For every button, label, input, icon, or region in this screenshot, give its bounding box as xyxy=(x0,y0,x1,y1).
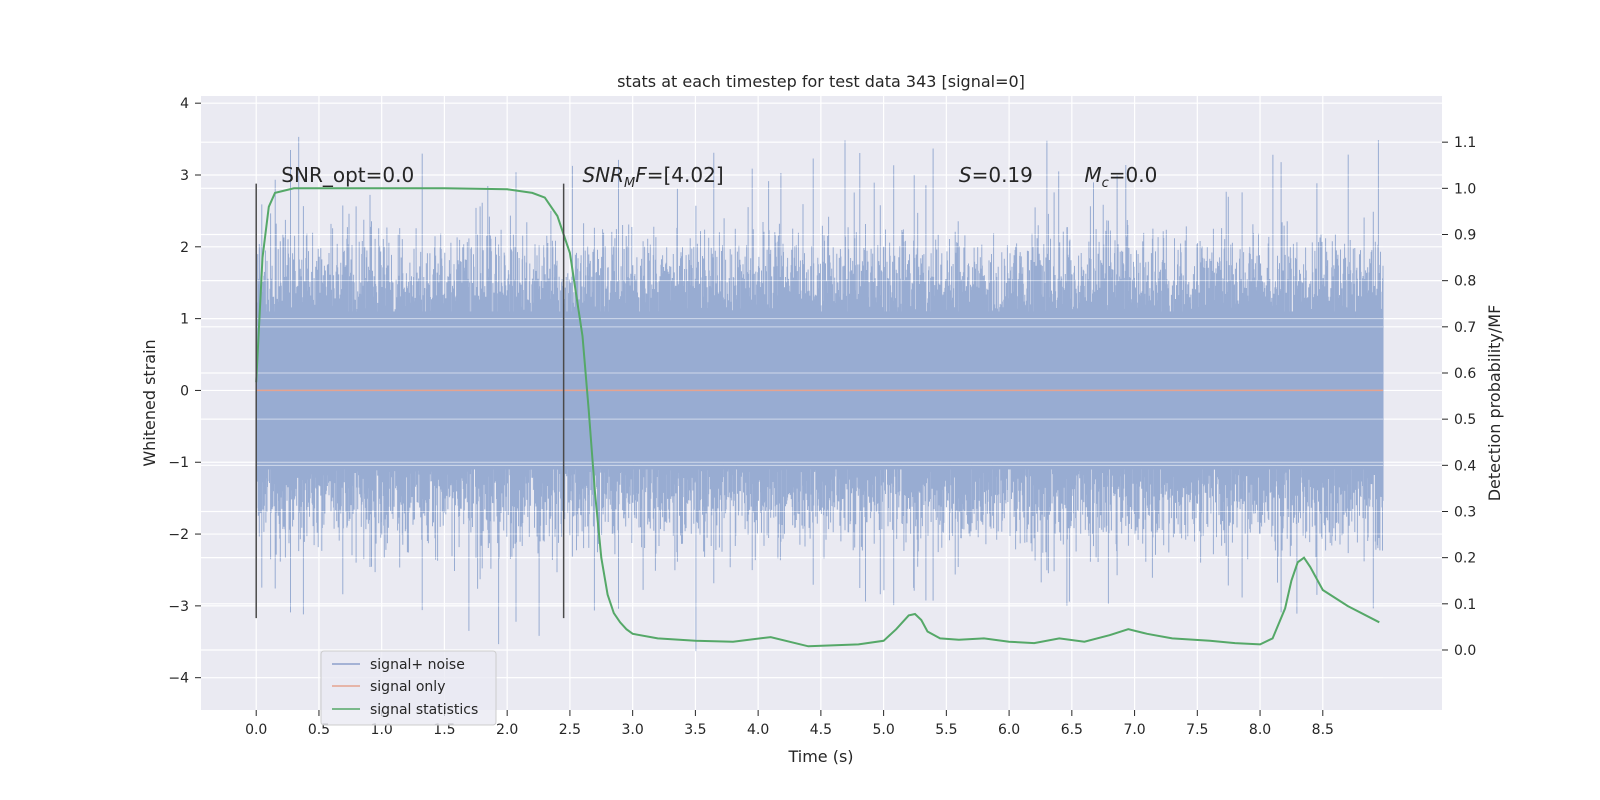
x-tick-label-8: 4.0 xyxy=(747,722,769,738)
x-tick-label-15: 7.5 xyxy=(1186,722,1208,738)
x-tick-label-2: 1.0 xyxy=(371,722,393,738)
y2-tick-label-11: 1.1 xyxy=(1454,135,1476,151)
y-tick-label-4: 0 xyxy=(180,383,189,399)
x-tick-label-5: 2.5 xyxy=(559,722,581,738)
y-tick-label-6: 2 xyxy=(180,240,189,256)
x-tick-label-3: 1.5 xyxy=(433,722,455,738)
y-tick-label-7: 3 xyxy=(180,168,189,184)
y-axis-label: Whitened strain xyxy=(140,339,159,466)
signal-statistics-line xyxy=(255,187,1380,648)
x-tick-label-6: 3.0 xyxy=(622,722,644,738)
y2-tick-label-2: 0.2 xyxy=(1454,551,1476,567)
x-tick-label-13: 6.5 xyxy=(1061,722,1083,738)
y-axis-ticks: −4 −3 −2 −1 0 1 2 3 4 xyxy=(168,96,201,687)
y-tick-label-3: −1 xyxy=(168,455,189,471)
y2-tick-label-10: 1.0 xyxy=(1454,181,1476,197)
y2-tick-label-9: 0.9 xyxy=(1454,227,1476,243)
y2-tick-label-1: 0.1 xyxy=(1454,597,1476,613)
legend-label-noise: signal+ noise xyxy=(370,657,465,673)
x-tick-label-1: 0.5 xyxy=(308,722,330,738)
y2-tick-label-0: 0.0 xyxy=(1454,643,1476,659)
y2-tick-label-6: 0.6 xyxy=(1454,366,1476,382)
x-tick-label-14: 7.0 xyxy=(1123,722,1145,738)
x-tick-label-9: 4.5 xyxy=(810,722,832,738)
x-tick-label-16: 8.0 xyxy=(1249,722,1271,738)
x-tick-label-11: 5.5 xyxy=(935,722,957,738)
legend-box xyxy=(320,650,497,726)
x-tick-label-7: 3.5 xyxy=(684,722,706,738)
y2-tick-label-3: 0.3 xyxy=(1454,504,1476,520)
legend-label-statistics: signal statistics xyxy=(370,702,478,718)
annotations: SNR_opt=0.0 SNRMF=[4.02] S=0.19 Mc=0.0 xyxy=(281,163,1157,191)
annotation-3: Mc=0.0 xyxy=(1084,163,1157,191)
signal-statistics-trace xyxy=(255,187,1380,648)
x-tick-label-4: 2.0 xyxy=(496,722,518,738)
x-tick-label-0: 0.0 xyxy=(245,722,267,738)
annotation-1: SNRMF=[4.02] xyxy=(582,163,723,191)
marker-lines xyxy=(255,183,565,619)
y-tick-label-1: −3 xyxy=(168,599,189,615)
annotation-0: SNR_opt=0.0 xyxy=(281,163,414,187)
legend: signal+ noise signal only signal statist… xyxy=(320,650,497,726)
y-tick-label-0: −4 xyxy=(168,671,189,687)
annotation-2: S=0.19 xyxy=(959,163,1033,187)
x-tick-label-10: 5.0 xyxy=(872,722,894,738)
x-tick-label-12: 6.0 xyxy=(998,722,1020,738)
y-tick-label-8: 4 xyxy=(180,96,189,112)
y-tick-label-5: 1 xyxy=(180,312,189,328)
y2-axis-ticks: 0.0 0.1 0.2 0.3 0.4 0.5 0.6 0.7 0.8 0.9 1.0 1.1 xyxy=(1442,135,1476,659)
y2-tick-label-8: 0.8 xyxy=(1454,274,1476,290)
x-tick-label-17: 8.5 xyxy=(1312,722,1334,738)
y2-tick-label-5: 0.5 xyxy=(1454,412,1476,428)
y2-tick-label-7: 0.7 xyxy=(1454,320,1476,336)
y2-axis-label: Detection probability/MF xyxy=(1485,305,1504,502)
chart-title: stats at each timestep for test data 343… xyxy=(617,72,1025,91)
legend-label-signal-only: signal only xyxy=(370,679,445,695)
x-axis-ticks: 0.0 0.5 1.0 1.5 2.0 2.5 3.0 3.5 4.0 4.5 5.0 5.5 6.0 6… xyxy=(245,710,1334,738)
y2-tick-label-4: 0.4 xyxy=(1454,458,1476,474)
x-axis-label: Time (s) xyxy=(787,747,853,766)
y-tick-label-2: −2 xyxy=(168,527,189,543)
